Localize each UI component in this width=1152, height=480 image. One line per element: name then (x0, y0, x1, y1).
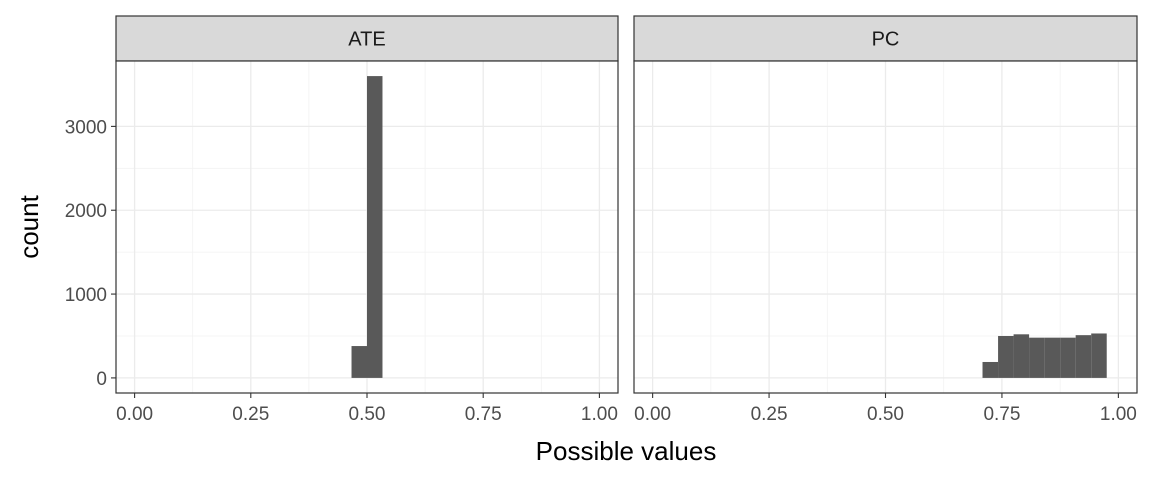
histogram-bar (1060, 337, 1076, 378)
histogram-bar (367, 76, 383, 378)
x-tick-label: 0.25 (751, 404, 788, 425)
histogram-bar (1091, 333, 1107, 378)
x-tick-label: 0.50 (867, 404, 904, 425)
facet-strip-label: ATE (348, 29, 385, 51)
x-tick-label: 0.75 (983, 404, 1020, 425)
x-tick-label: 1.00 (1100, 404, 1137, 425)
histogram-bar (998, 335, 1014, 378)
panel-ate: ATE 0.00 0.25 0.50 0.75 1.00 (115, 15, 619, 425)
histogram-bar (351, 346, 367, 378)
histogram-bar (1075, 335, 1092, 378)
y-tick-label: 2000 (65, 201, 107, 222)
histogram-bar (1029, 337, 1045, 378)
y-axis: 0 1000 2000 3000 (65, 117, 116, 390)
histogram-bar (1044, 337, 1061, 378)
histogram-bar (1013, 334, 1030, 378)
facet-strip (115, 15, 619, 62)
histogram-bar (982, 361, 999, 378)
y-tick-label: 0 (96, 369, 107, 390)
x-tick-label: 0.75 (465, 404, 502, 425)
y-axis-title: count (14, 194, 44, 258)
x-tick-label: 0.00 (116, 404, 153, 425)
x-axis-title: Possible values (536, 436, 717, 466)
x-tick-label: 1.00 (581, 404, 618, 425)
x-tick-label: 0.25 (232, 404, 269, 425)
y-tick-label: 3000 (65, 117, 107, 138)
x-tick-label: 0.00 (634, 404, 671, 425)
panel-pc: PC 0.00 0.25 0.50 0.75 1.00 (633, 15, 1138, 425)
facet-strip-label: PC (872, 29, 900, 51)
y-tick-label: 1000 (65, 285, 107, 306)
x-tick-label: 0.50 (349, 404, 386, 425)
